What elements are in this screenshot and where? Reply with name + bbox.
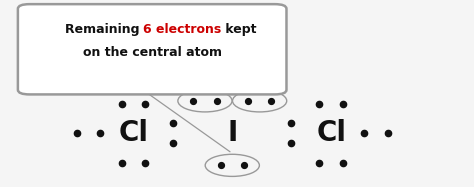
- Text: I: I: [227, 119, 237, 147]
- Text: on the central atom: on the central atom: [82, 47, 222, 59]
- FancyBboxPatch shape: [18, 4, 286, 94]
- Text: Remaining: Remaining: [65, 23, 144, 36]
- Text: Cl: Cl: [118, 119, 148, 147]
- Text: Cl: Cl: [316, 119, 346, 147]
- Text: kept: kept: [221, 23, 257, 36]
- Text: 6 electrons: 6 electrons: [144, 23, 222, 36]
